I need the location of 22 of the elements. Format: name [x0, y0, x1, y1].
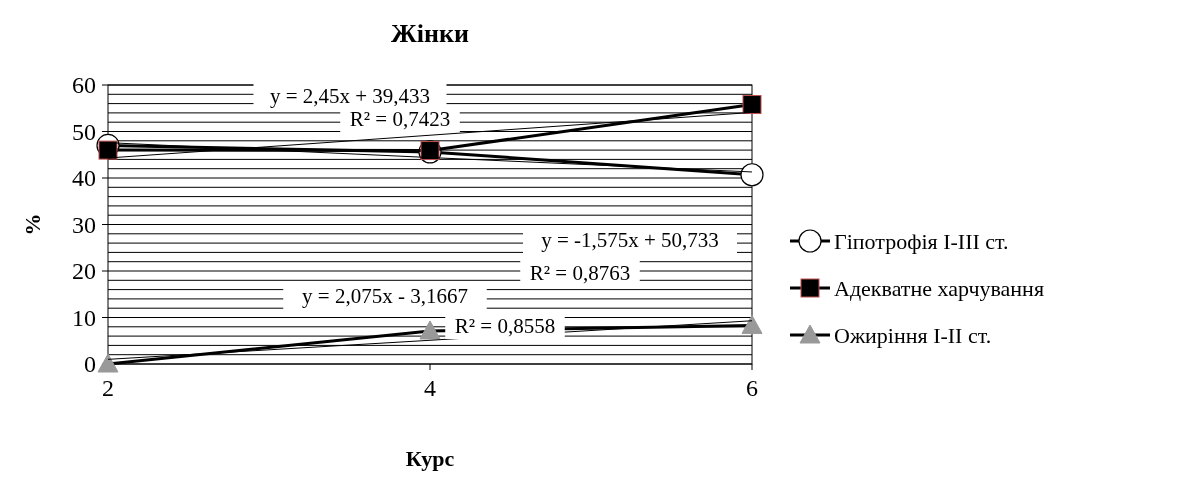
- x-tick-label: 2: [102, 375, 114, 401]
- annotation: R² = 0,8763: [529, 261, 631, 286]
- annotation: y = 2,45x + 39,433: [269, 84, 431, 109]
- annotation: y = 2,075x - 3,1667: [302, 284, 468, 309]
- legend-label: Ожиріння І-ІІ ст.: [834, 322, 992, 348]
- x-tick-label: 6: [746, 375, 758, 401]
- annotation: R² = 0,8558: [454, 314, 556, 339]
- y-tick-label: 30: [72, 211, 96, 238]
- y-tick-label: 0: [84, 351, 96, 378]
- legend-label: Адекватне харчування: [834, 275, 1044, 301]
- y-tick-label: 10: [72, 304, 96, 331]
- y-tick-label: 20: [72, 258, 96, 285]
- x-axis-title: Курс: [405, 446, 455, 471]
- y-axis-title: %: [20, 213, 45, 236]
- x-tick-label: 4: [424, 375, 436, 401]
- y-tick-label: 60: [72, 72, 96, 99]
- annotation: R² = 0,7423: [349, 107, 451, 132]
- legend-label: Гіпотрофія І-ІІІ ст.: [834, 228, 1009, 254]
- y-tick-label: 50: [72, 118, 96, 145]
- y-tick-label: 40: [72, 165, 96, 192]
- annotation: y = -1,575x + 50,733: [541, 228, 719, 253]
- chart-title: Жінки: [391, 19, 469, 48]
